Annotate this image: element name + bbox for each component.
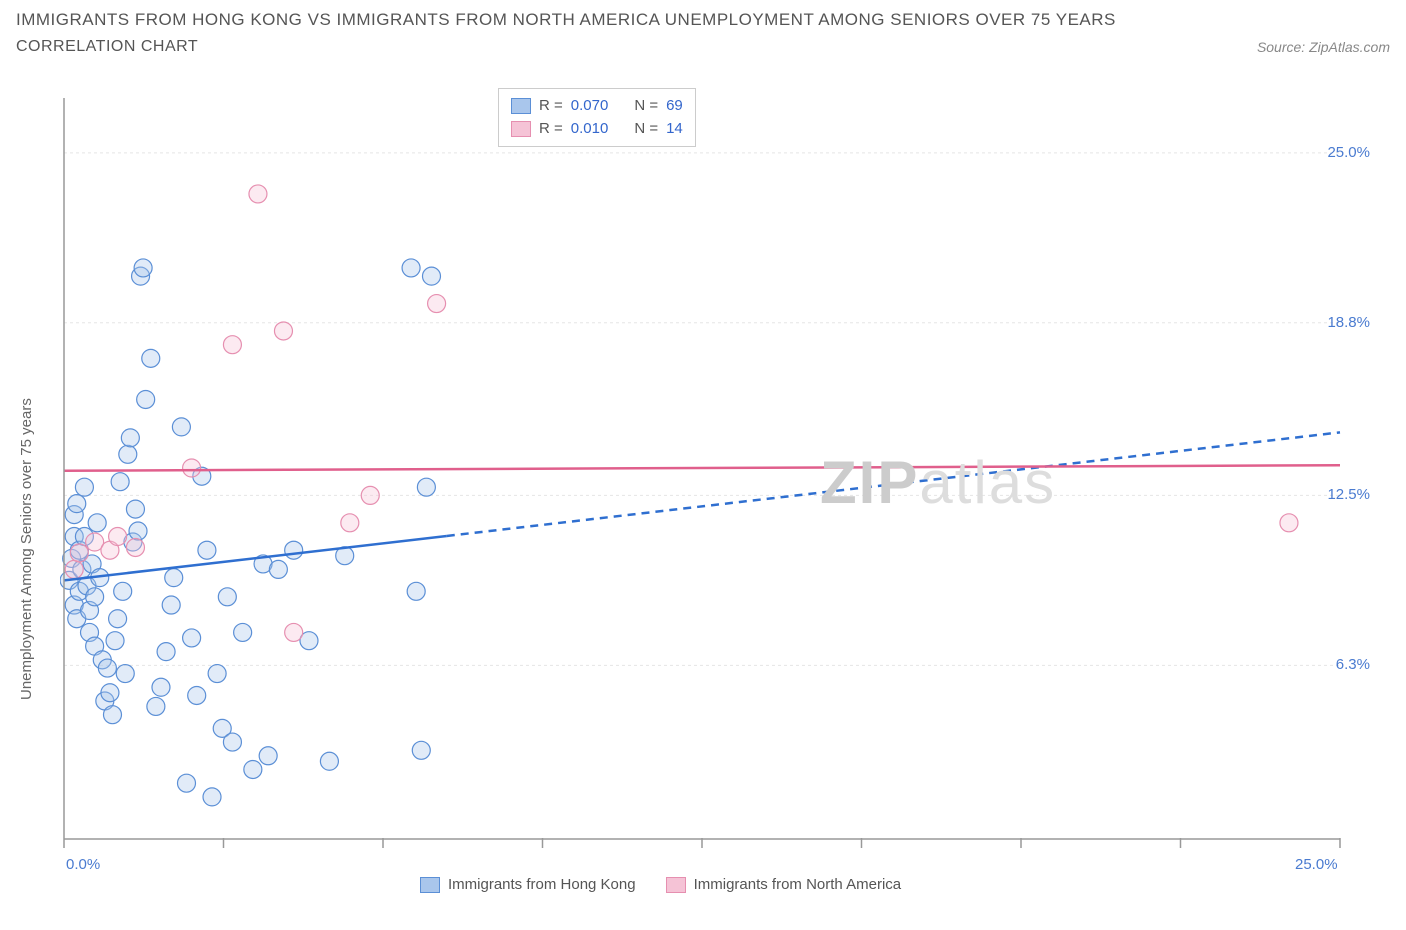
scatter-plot xyxy=(60,88,1370,858)
stats-legend-row: R = 0.010 N = 14 xyxy=(511,118,683,141)
chart-title: IMMIGRANTS FROM HONG KONG VS IMMIGRANTS … xyxy=(16,10,1116,29)
chart-area: ZIPatlas R = 0.070 N = 69 R = 0.010 N = … xyxy=(60,88,1370,858)
stat-label: R = xyxy=(539,118,563,141)
y-axis-label: Unemployment Among Seniors over 75 years xyxy=(18,398,35,700)
legend-swatch-icon xyxy=(511,121,531,137)
x-tick-label: 25.0% xyxy=(1295,856,1338,873)
series-legend-item: Immigrants from North America xyxy=(666,876,902,893)
series-legend-label: Immigrants from Hong Kong xyxy=(448,876,636,893)
stat-label: N = xyxy=(634,95,658,118)
stat-label: R = xyxy=(539,95,563,118)
legend-swatch-icon xyxy=(666,877,686,893)
chart-subtitle: CORRELATION CHART xyxy=(16,38,198,56)
y-tick-label: 6.3% xyxy=(1336,656,1370,673)
stat-value: 14 xyxy=(666,118,683,141)
chart-source: Source: ZipAtlas.com xyxy=(1257,39,1390,55)
y-tick-label: 12.5% xyxy=(1327,486,1370,503)
series-legend: Immigrants from Hong Kong Immigrants fro… xyxy=(420,876,901,893)
x-tick-label: 0.0% xyxy=(66,856,100,873)
legend-swatch-icon xyxy=(420,877,440,893)
stat-value: 69 xyxy=(666,95,683,118)
stat-value: 0.010 xyxy=(571,118,609,141)
stat-label: N = xyxy=(634,118,658,141)
y-tick-label: 25.0% xyxy=(1327,144,1370,161)
stats-legend: R = 0.070 N = 69 R = 0.010 N = 14 xyxy=(498,88,696,147)
legend-swatch-icon xyxy=(511,98,531,114)
series-legend-label: Immigrants from North America xyxy=(694,876,902,893)
y-tick-label: 18.8% xyxy=(1327,314,1370,331)
stat-value: 0.070 xyxy=(571,95,609,118)
stats-legend-row: R = 0.070 N = 69 xyxy=(511,95,683,118)
series-legend-item: Immigrants from Hong Kong xyxy=(420,876,636,893)
